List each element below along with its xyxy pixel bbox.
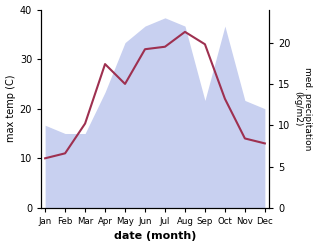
Y-axis label: max temp (C): max temp (C) (5, 75, 16, 143)
Y-axis label: med. precipitation
(kg/m2): med. precipitation (kg/m2) (293, 67, 313, 150)
X-axis label: date (month): date (month) (114, 231, 196, 242)
